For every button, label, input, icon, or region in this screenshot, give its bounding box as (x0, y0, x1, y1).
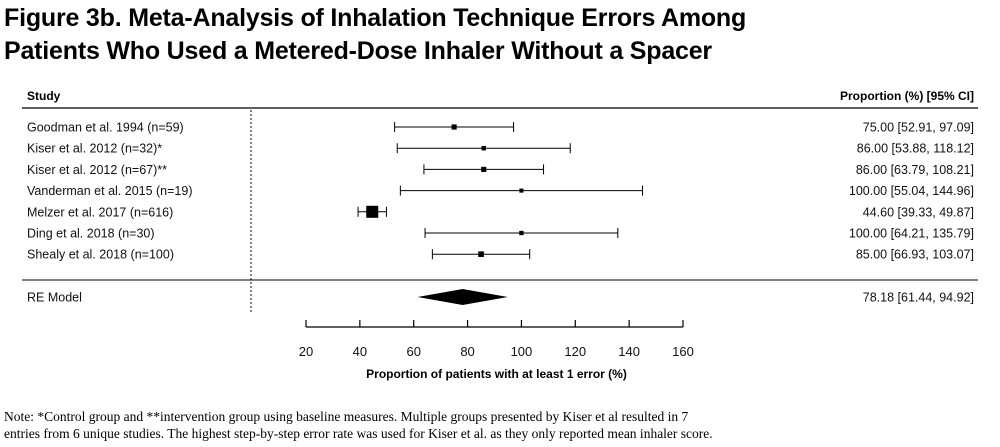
x-tick-label: 60 (406, 344, 420, 359)
point-estimate-square (481, 145, 486, 151)
x-tick-label: 80 (460, 344, 474, 359)
ci-text: 86.00 [53.88, 118.12] (857, 142, 974, 156)
x-tick-label: 20 (299, 344, 313, 359)
header-proportion-ci: Proportion (%) [95% CI] (840, 89, 974, 103)
ci-text: 100.00 [55.04, 144.96] (849, 184, 974, 198)
study-label: Kiser et al. 2012 (n=67)** (27, 163, 167, 177)
study-label: Ding et al. 2018 (n=30) (27, 227, 155, 241)
point-estimate-square (519, 230, 524, 236)
summary-label: RE Model (27, 291, 82, 305)
x-tick-label: 120 (564, 344, 586, 359)
x-tick-label: 160 (672, 344, 694, 359)
point-estimate-square (481, 166, 487, 172)
study-label: Vanderman et al. 2015 (n=19) (27, 184, 193, 198)
ci-text: 75.00 [52.91, 97.09] (863, 121, 974, 135)
point-estimate-square (519, 188, 524, 193)
x-axis-label: Proportion of patients with at least 1 e… (366, 367, 627, 381)
x-tick-label: 100 (511, 344, 533, 359)
figure-note: Note: *Control group and **intervention … (4, 408, 996, 442)
study-label: Goodman et al. 1994 (n=59) (27, 121, 184, 135)
study-label: Melzer et al. 2017 (n=616) (27, 205, 173, 219)
point-estimate-square (451, 124, 457, 130)
ci-text: 44.60 [39.33, 49.87] (863, 205, 974, 219)
figure-title-line-2: Patients Who Used a Metered-Dose Inhaler… (4, 37, 712, 65)
figure-note-line-2: entries from 6 unique studies. The highe… (4, 426, 713, 441)
summary-diamond (417, 289, 508, 305)
x-tick-label: 40 (353, 344, 367, 359)
point-estimate-square (478, 251, 484, 258)
study-label: Kiser et al. 2012 (n=32)* (27, 142, 162, 156)
figure-title: Figure 3b. Meta-Analysis of Inhalation T… (4, 2, 994, 68)
ci-text: 85.00 [66.93, 103.07] (856, 248, 974, 262)
figure-note-line-1: Note: *Control group and **intervention … (4, 409, 689, 424)
ci-text: 86.00 [63.79, 108.21] (856, 163, 974, 177)
ci-text: 100.00 [64.21, 135.79] (849, 227, 974, 241)
figure-title-line-1: Figure 3b. Meta-Analysis of Inhalation T… (4, 4, 747, 32)
header-study: Study (27, 89, 61, 103)
study-label: Shealy et al. 2018 (n=100) (27, 248, 174, 262)
x-tick-label: 140 (618, 344, 640, 359)
summary-ci-text: 78.18 [61.44, 94.92] (863, 291, 974, 305)
point-estimate-square (366, 205, 379, 218)
